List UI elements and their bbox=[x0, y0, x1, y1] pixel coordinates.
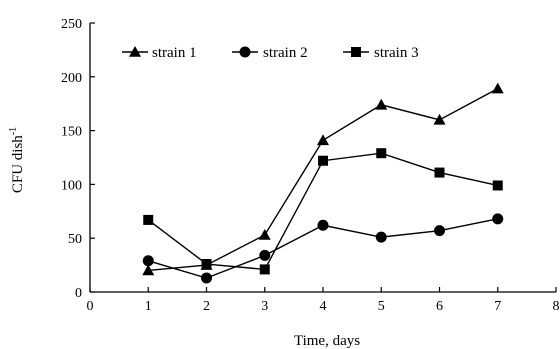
y-tick-label: 0 bbox=[75, 286, 82, 301]
data-point-strain-3-square-point bbox=[201, 259, 212, 270]
data-point-strain-1-triangle-point bbox=[317, 134, 329, 146]
x-tick-label: 6 bbox=[436, 299, 443, 314]
data-point-strain-2-circle-point bbox=[375, 231, 387, 243]
y-axis-title-superscript: -1 bbox=[8, 127, 19, 135]
data-point-strain-1-triangle-point bbox=[375, 98, 388, 110]
legend-strain-2-circle-point bbox=[239, 46, 251, 58]
data-point-strain-2-circle-point bbox=[492, 213, 504, 225]
chart-axes: 0 50 100 150 200 250 0 1 2 3 4 5 6 7 8 bbox=[61, 17, 560, 314]
legend-strain-3-square-point bbox=[351, 47, 361, 57]
data-point-strain-2-circle-point bbox=[434, 225, 445, 237]
data-point-strain-2-circle-point bbox=[317, 219, 329, 231]
y-tick-label: 250 bbox=[61, 17, 82, 32]
legend-item-strain-1: strain 1 bbox=[122, 45, 197, 61]
y-tick-label: 50 bbox=[68, 232, 82, 247]
chart-series bbox=[142, 82, 504, 284]
data-point-strain-1-triangle-point bbox=[142, 264, 155, 276]
y-tick-label: 150 bbox=[61, 125, 82, 140]
x-tick-label: 1 bbox=[145, 299, 152, 314]
data-point-strain-1-triangle-point bbox=[491, 82, 504, 94]
chart-legend: strain 1 strain 2 strain 3 bbox=[122, 45, 419, 61]
x-tick-label: 3 bbox=[261, 299, 268, 314]
x-tick-label: 4 bbox=[320, 299, 327, 314]
series-strain-3 bbox=[143, 148, 503, 275]
x-tick-label: 5 bbox=[378, 299, 385, 314]
data-point-strain-3-square-point bbox=[434, 167, 445, 178]
data-point-strain-3-square-point bbox=[492, 180, 503, 191]
data-point-strain-3-square-point bbox=[376, 148, 387, 159]
data-point-strain-3-square-point bbox=[143, 214, 154, 225]
y-axis-title: CFU dish-1 bbox=[8, 127, 26, 193]
data-point-strain-1-triangle-point bbox=[258, 228, 271, 240]
series-strain-1 bbox=[142, 82, 504, 276]
legend-label: strain 3 bbox=[374, 45, 419, 61]
series-strain-2 bbox=[142, 213, 504, 284]
legend-label: strain 2 bbox=[263, 45, 308, 61]
series-line-strain-1 bbox=[148, 88, 499, 272]
y-axis-title-main: CFU dish bbox=[10, 135, 26, 193]
data-point-strain-2-circle-point bbox=[259, 249, 271, 261]
y-tick-label: 100 bbox=[61, 178, 82, 193]
x-tick-label: 7 bbox=[494, 299, 501, 314]
data-point-strain-2-circle-point bbox=[201, 272, 212, 284]
legend-strain-1-triangle-point bbox=[129, 46, 141, 57]
data-point-strain-3-square-point bbox=[259, 264, 270, 275]
data-point-strain-3-square-point bbox=[318, 155, 328, 166]
data-point-strain-1-triangle-point bbox=[433, 113, 446, 125]
series-line-strain-3 bbox=[147, 152, 498, 271]
legend-label: strain 1 bbox=[152, 45, 197, 61]
x-tick-label: 0 bbox=[87, 299, 94, 314]
data-point-strain-2-circle-point bbox=[142, 255, 154, 267]
legend-item-strain-3: strain 3 bbox=[343, 45, 419, 61]
x-tick-label: 8 bbox=[553, 299, 560, 314]
x-tick-label: 2 bbox=[203, 299, 210, 314]
x-axis-title: Time, days bbox=[294, 333, 360, 349]
legend-item-strain-2: strain 2 bbox=[232, 45, 308, 61]
y-tick-label: 200 bbox=[61, 71, 82, 86]
